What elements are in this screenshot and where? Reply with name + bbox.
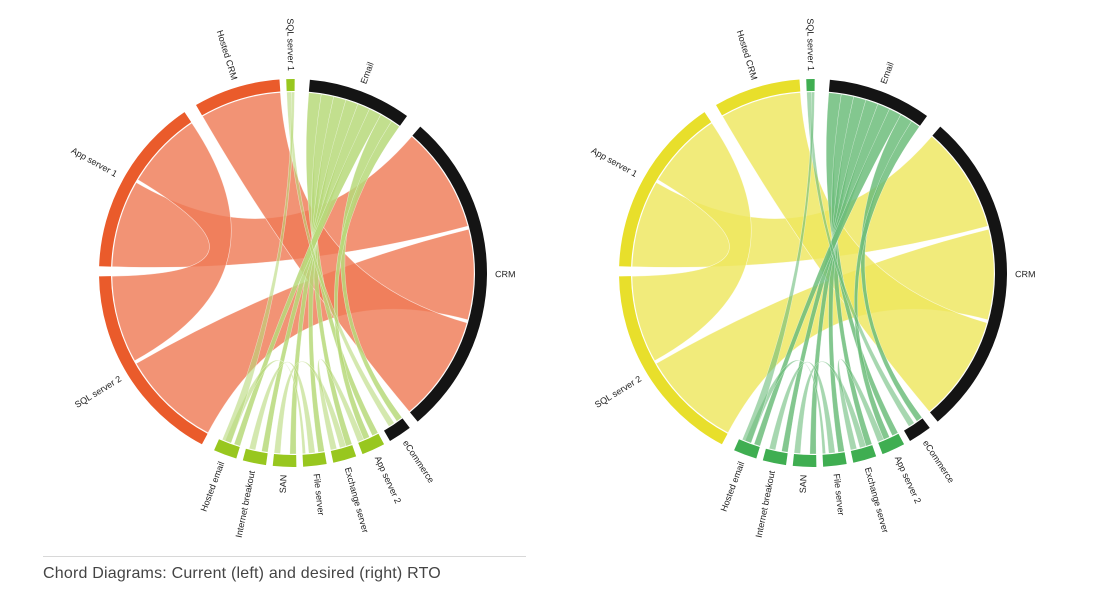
desired-group-arc <box>850 445 877 463</box>
desired-ribbon <box>793 361 867 454</box>
current-group-label: Exchange server <box>343 466 371 534</box>
current-group-label: Hosted CRM <box>215 29 240 81</box>
current-group-arc <box>196 79 281 116</box>
desired-ribbon <box>768 361 836 454</box>
desired-group-label: App server 2 <box>893 454 923 505</box>
desired-group-arc <box>822 452 847 467</box>
desired-group-arc <box>619 112 712 267</box>
current-group-arc <box>358 433 385 455</box>
desired-ribbons <box>631 91 995 455</box>
desired-group-arc <box>878 433 905 455</box>
desired-group-arc <box>929 126 1007 422</box>
desired-group-arc <box>716 79 801 116</box>
desired-group-arc <box>806 79 815 92</box>
current-ribbon <box>222 91 295 444</box>
desired-ribbon <box>853 120 920 440</box>
desired-group-label: Hosted email <box>719 460 747 513</box>
current-group-arc <box>214 439 240 459</box>
current-group-label: SQL server 2 <box>73 374 123 410</box>
current-ribbon <box>111 122 232 362</box>
current-group-arc <box>99 276 208 445</box>
current-group-label: App server 2 <box>373 454 403 505</box>
desired-group-label: SQL server 1 <box>805 18 816 71</box>
current-group-label: App server 1 <box>70 145 119 178</box>
current-group-arc <box>308 79 408 126</box>
current-ribbon <box>333 120 400 440</box>
current-group-label: Internet breakout <box>234 469 257 538</box>
current-group-label: SAN <box>278 475 289 494</box>
current-group-arc <box>409 126 488 422</box>
desired-group-arc <box>619 276 728 445</box>
current-ribbon <box>202 92 468 413</box>
desired-group-arc <box>762 448 788 466</box>
current-group-label: File server <box>312 473 327 516</box>
desired-group-label: CRM <box>1015 269 1036 279</box>
desired-ribbon <box>655 228 995 434</box>
desired-ribbon <box>722 92 988 413</box>
current-ribbon <box>233 108 382 447</box>
current-group-arc <box>242 448 268 466</box>
current-group-arc <box>302 452 327 467</box>
desired-group-label: Hosted CRM <box>735 29 760 81</box>
desired-group-label: Internet breakout <box>754 469 777 538</box>
desired-group-arc <box>904 418 930 442</box>
current-group-label: eCommerce <box>401 438 436 484</box>
desired-group-label: App server 1 <box>590 145 639 178</box>
desired-group-label: eCommerce <box>921 438 956 484</box>
desired-group-arc <box>828 79 928 126</box>
desired-group-label: File server <box>832 473 847 516</box>
desired-ribbon <box>742 91 815 444</box>
desired-group-arc <box>734 439 760 459</box>
current-ribbon <box>248 361 316 454</box>
current-group-arc <box>272 454 297 467</box>
desired-group-label: SQL server 2 <box>593 374 643 410</box>
current-ribbon <box>273 361 347 454</box>
desired-ribbon <box>753 108 902 447</box>
desired-group-label: SAN <box>798 475 809 494</box>
current-group-label: SQL server 1 <box>285 18 296 71</box>
current-ribbons <box>111 91 475 455</box>
current-group-arc <box>330 445 357 463</box>
desired-group-label: Email <box>878 61 895 86</box>
desired-group-label: Exchange server <box>863 466 891 534</box>
current-ribbon <box>317 358 364 451</box>
caption-divider <box>43 556 526 557</box>
desired-group-arc <box>792 454 817 467</box>
current-group-arc <box>286 79 295 92</box>
current-group-label: Hosted email <box>199 460 227 513</box>
desired-ribbon <box>631 122 752 362</box>
current-group-label: Email <box>358 61 375 86</box>
desired-ribbon <box>837 358 884 451</box>
current-group-label: CRM <box>495 269 516 279</box>
figure-caption: Chord Diagrams: Current (left) and desir… <box>43 565 441 582</box>
current-ribbon <box>135 228 475 434</box>
current-group-arc <box>384 418 410 442</box>
current-group-arc <box>99 112 192 267</box>
